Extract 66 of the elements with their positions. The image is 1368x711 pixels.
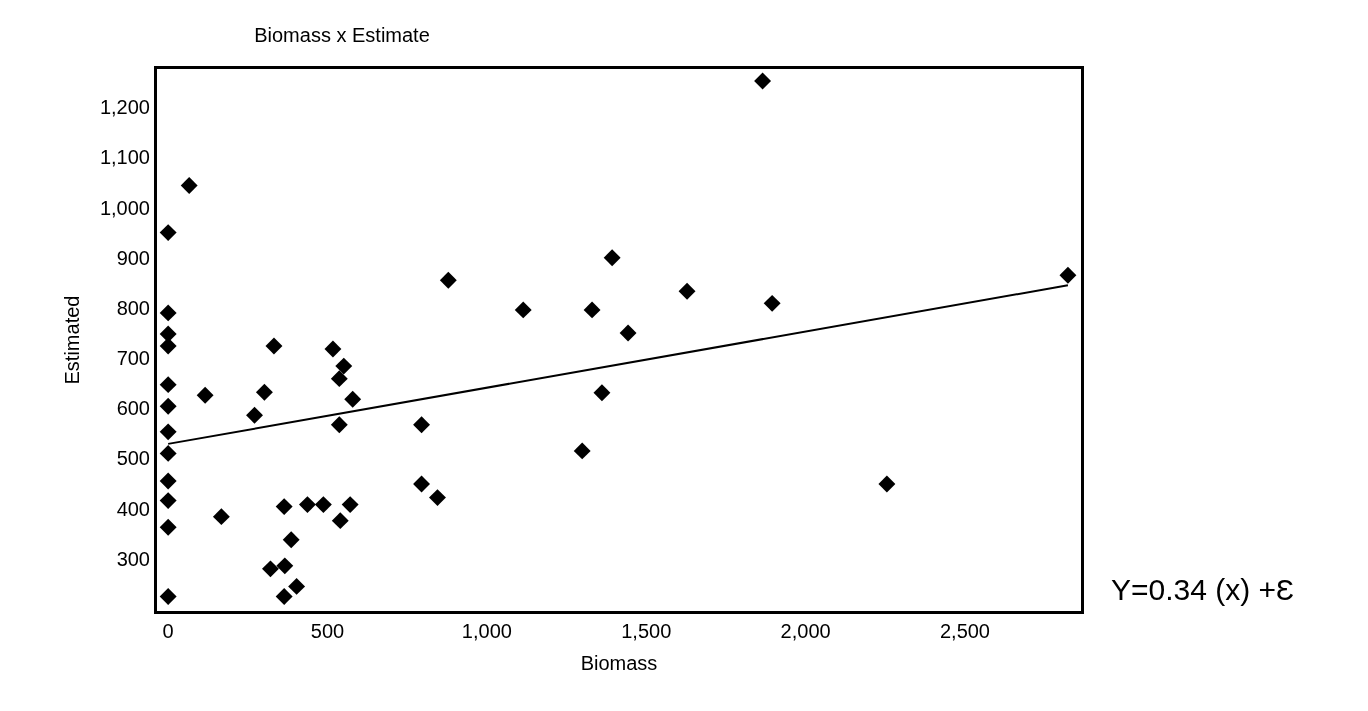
point	[159, 376, 177, 394]
point	[159, 397, 177, 415]
y-tick-label: 600	[116, 397, 150, 420]
x-axis-title: Biomass	[580, 651, 658, 674]
point	[593, 384, 611, 402]
point	[413, 416, 430, 434]
chart-title: Biomass x Estimate	[254, 24, 430, 47]
point	[255, 383, 273, 401]
x-tick-label: 0	[162, 620, 174, 642]
point	[314, 496, 332, 514]
y-tick-label: 1,100	[99, 146, 150, 169]
point	[429, 489, 446, 507]
point	[341, 496, 359, 514]
point	[246, 406, 263, 424]
y-axis-title: Estimated	[61, 295, 84, 385]
point	[330, 416, 348, 434]
y-tick-label: 900	[116, 246, 150, 269]
point	[159, 588, 177, 605]
point	[159, 472, 177, 490]
point	[573, 442, 591, 460]
point	[282, 531, 300, 549]
point	[212, 508, 230, 526]
x-tick-label: 1,500	[621, 620, 672, 642]
y-tick-label: 800	[116, 296, 150, 319]
point	[276, 557, 294, 575]
y-tick-label: 700	[116, 347, 150, 370]
x-tick-label: 1,000	[461, 620, 512, 642]
point	[275, 498, 293, 516]
point	[583, 301, 601, 319]
point	[180, 176, 198, 194]
point	[159, 423, 177, 441]
point	[288, 577, 306, 595]
point	[514, 301, 532, 319]
point	[159, 224, 177, 242]
point	[678, 282, 696, 300]
point	[878, 475, 896, 493]
point	[275, 588, 293, 605]
point	[331, 512, 349, 530]
point	[439, 271, 457, 289]
y-tick-label: 400	[116, 497, 150, 520]
point	[262, 560, 279, 578]
point	[159, 444, 177, 462]
point	[754, 72, 772, 90]
x-tick-label: 2,500	[939, 620, 991, 642]
point	[1059, 266, 1077, 284]
point	[603, 249, 621, 267]
x-tick-label: 500	[310, 620, 345, 642]
point	[330, 370, 348, 388]
y-tick-label: 300	[116, 547, 150, 570]
point	[413, 475, 430, 493]
y-tick-label: 1,200	[99, 96, 150, 119]
y-tick-label: 500	[116, 447, 150, 470]
y-tick-label: 1,000	[99, 196, 150, 219]
point	[159, 518, 177, 536]
point	[265, 337, 283, 355]
point	[298, 496, 316, 514]
point	[335, 357, 353, 375]
point	[159, 304, 177, 322]
point	[159, 492, 177, 510]
point	[196, 386, 214, 404]
text: Y=0.34 (x) +Ɛ	[1111, 573, 1295, 606]
point	[619, 324, 637, 342]
point	[324, 340, 342, 358]
point	[344, 390, 362, 408]
point	[763, 294, 781, 312]
x-tick-label: 2,000	[780, 620, 831, 642]
